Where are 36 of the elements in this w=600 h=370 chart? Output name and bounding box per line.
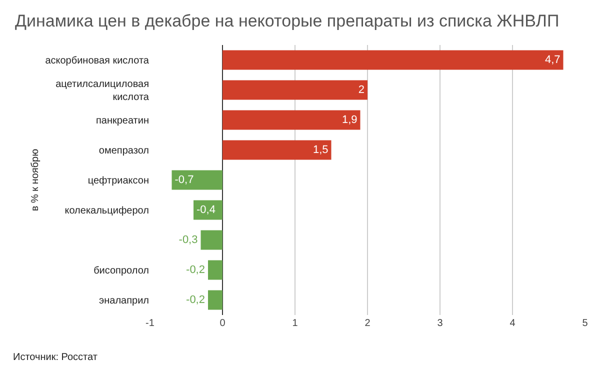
bar — [222, 110, 360, 130]
bar — [208, 260, 222, 280]
x-tick-label: 3 — [437, 318, 444, 329]
data-label: 1,9 — [342, 114, 358, 126]
data-label: -0,2 — [186, 294, 205, 306]
y-tick-label: цефтриаксон — [88, 176, 149, 186]
data-label: 4,7 — [544, 54, 560, 66]
x-tick-label: 0 — [220, 318, 226, 329]
bar — [222, 50, 564, 70]
bar — [222, 140, 332, 160]
data-label: -0,7 — [174, 174, 194, 186]
x-tick-label: 2 — [364, 318, 371, 329]
x-tick-label: 5 — [582, 318, 588, 329]
y-tick-label: аскорбиновая кислота — [45, 56, 150, 66]
data-label: 2 — [358, 84, 364, 96]
x-tick-label: 4 — [510, 318, 516, 329]
y-tick-label: омепразол — [98, 146, 150, 156]
y-axis-title: в % к ноябрю — [30, 148, 42, 212]
data-label: -0,3 — [178, 234, 198, 246]
data-label: 1,5 — [312, 144, 328, 156]
y-tick-label: колекальциферол — [64, 206, 150, 216]
chart-title: Динамика цен в декабре на некоторые препараты из списка ЖНВЛП — [15, 12, 560, 31]
bar — [200, 230, 222, 250]
y-tick-label: панкреатин — [96, 116, 149, 126]
x-tick-label: 1 — [292, 318, 298, 329]
data-label: -0,4 — [196, 204, 216, 216]
text: Источник: Росстат — [13, 352, 98, 363]
y-tick-label: ацетилсалициловая кислота — [56, 79, 150, 103]
bar — [172, 170, 222, 190]
x-tick-label: -1 — [146, 318, 155, 329]
y-tick-label: бисопролол — [94, 266, 150, 276]
bar — [194, 200, 222, 220]
bar — [222, 80, 368, 100]
bar — [208, 290, 222, 310]
y-tick-label: эналаприл — [99, 296, 150, 306]
data-label: -0,2 — [186, 264, 205, 276]
